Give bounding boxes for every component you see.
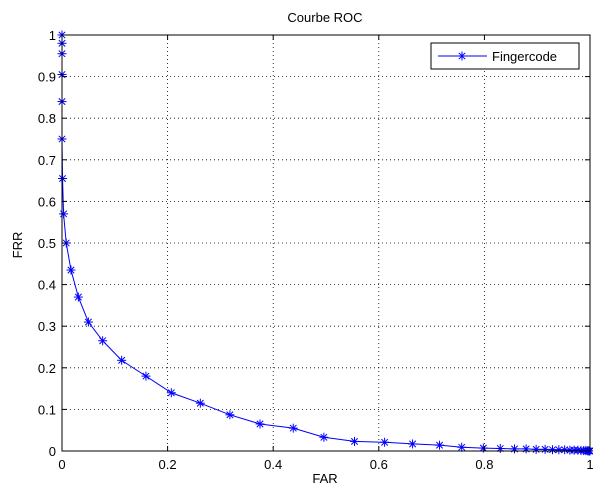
y-tick-label: 0 (49, 444, 56, 459)
data-point (117, 355, 127, 365)
x-tick-label: 0.2 (159, 457, 177, 472)
data-point (166, 388, 176, 398)
legend-label-fingercode: Fingercode (492, 49, 557, 64)
data-point (435, 440, 445, 450)
chart-title: Courbe ROC (287, 10, 362, 25)
data-point (457, 442, 467, 452)
x-tick-label: 1 (586, 457, 593, 472)
data-point (509, 444, 519, 454)
legend: Fingercode (430, 42, 580, 70)
y-tick-label: 0.4 (38, 278, 56, 293)
series-layer (57, 30, 593, 456)
data-point (350, 436, 360, 446)
data-point (288, 423, 298, 433)
x-tick-label: 0.8 (475, 457, 493, 472)
data-point (98, 336, 108, 346)
data-point (495, 444, 505, 454)
data-point (66, 265, 76, 275)
y-tick-label: 0.2 (38, 361, 56, 376)
data-point (408, 439, 418, 449)
axis-ticks: 0 0.2 0.4 0.6 0.8 1 0 0.1 0.2 0.3 0.4 0.5 0.6 0.7 0.8 0… (38, 28, 593, 472)
y-tick-label: 0.3 (38, 319, 56, 334)
data-point (380, 437, 390, 447)
y-tick-label: 0.6 (38, 194, 56, 209)
x-tick-label: 0 (58, 457, 65, 472)
data-point (83, 317, 93, 327)
data-point (73, 292, 83, 302)
data-point (521, 444, 531, 454)
y-tick-label: 0.1 (38, 402, 56, 417)
data-point (195, 398, 205, 408)
x-axis-label: FAR (312, 471, 337, 486)
data-point (225, 410, 235, 420)
y-tick-label: 0.5 (38, 236, 56, 251)
data-point (255, 419, 265, 429)
y-tick-label: 0.9 (38, 70, 56, 85)
data-point (58, 174, 68, 184)
legend-marker-fingercode (457, 51, 467, 61)
y-tick-label: 0.7 (38, 153, 56, 168)
data-point (319, 432, 329, 442)
data-point (531, 444, 541, 454)
x-tick-label: 0.4 (264, 457, 282, 472)
data-point (59, 209, 69, 219)
y-axis-label: FRR (10, 232, 25, 259)
data-point (141, 371, 151, 381)
y-tick-label: 1 (49, 28, 56, 43)
x-tick-label: 0.6 (370, 457, 388, 472)
y-tick-label: 0.8 (38, 111, 56, 126)
grid (62, 35, 590, 451)
